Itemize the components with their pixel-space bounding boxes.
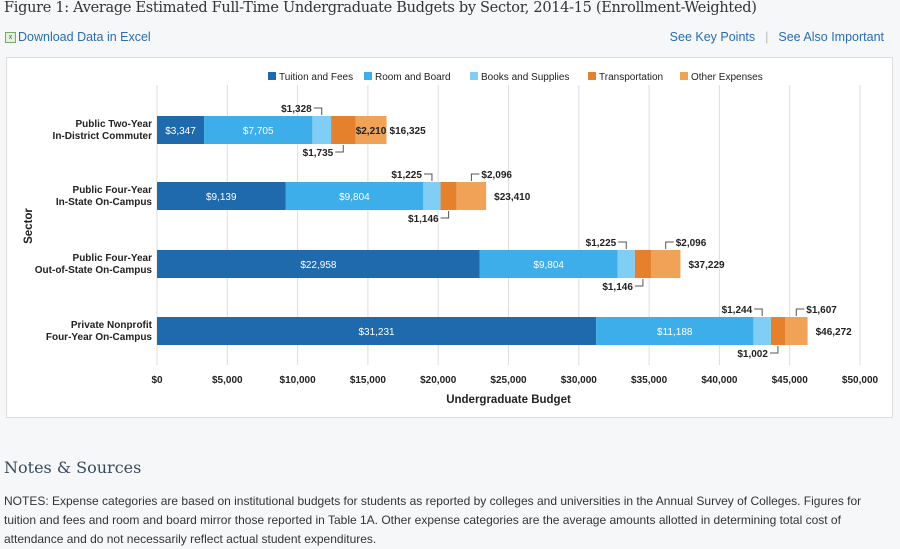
x-tick-label: $40,000 — [701, 375, 738, 386]
see-key-points-link[interactable]: See Key Points — [669, 30, 756, 44]
legend-label: Tuition and Fees — [279, 72, 353, 83]
x-tick-label: $50,000 — [842, 375, 879, 386]
notes-heading: Notes & Sources — [4, 458, 142, 477]
notes-text: NOTES: Expense categories are based on i… — [4, 494, 862, 546]
bar-segment — [617, 250, 635, 278]
data-label: $22,958 — [300, 260, 337, 271]
bar-segment — [285, 182, 424, 210]
x-tick-label: $35,000 — [631, 375, 668, 386]
data-label: $9,804 — [339, 192, 370, 203]
legend-swatch — [680, 72, 688, 80]
figure-title: Figure 1: Average Estimated Full-Time Un… — [4, 0, 757, 16]
bar-segment — [753, 317, 771, 345]
x-axis-title: Undergraduate Budget — [446, 394, 571, 406]
callout-line — [470, 173, 480, 181]
x-tick-label: $25,000 — [490, 375, 527, 386]
legend-swatch — [470, 72, 478, 80]
download-label: Download Data in Excel — [18, 30, 151, 44]
category-label: Public Four-Year — [73, 253, 153, 264]
category-label: Public Two-Year — [76, 119, 153, 130]
data-label: $11,188 — [657, 327, 693, 338]
total-label: $16,325 — [390, 126, 427, 137]
data-label: $1,225 — [391, 170, 422, 181]
y-axis-title: Sector — [23, 208, 35, 244]
bar-segment — [157, 250, 480, 278]
legend-label: Books and Supplies — [481, 72, 569, 83]
category-label: Four-Year On-Campus — [46, 332, 153, 343]
category-label: Out-of-State On-Campus — [35, 265, 153, 276]
stacked-bar-chart: $0 $5,000 $10,000 $15,000 $20,000 $25,000 $30,… — [23, 72, 879, 406]
data-label: $1,328 — [281, 104, 312, 115]
callout-line — [665, 241, 674, 249]
bar-segment — [355, 116, 387, 144]
bar-segment — [204, 116, 313, 144]
bar-segment — [770, 317, 785, 345]
bar-segment — [157, 182, 286, 210]
total-label: $23,410 — [494, 192, 531, 203]
bar-segment — [331, 116, 356, 144]
total-label: $37,229 — [688, 260, 725, 271]
data-label: $1,146 — [408, 214, 439, 225]
bar-segment — [650, 250, 681, 278]
data-label: $1,607 — [806, 305, 837, 316]
callout-line — [335, 145, 344, 153]
bar-segment — [423, 182, 441, 210]
category-label: Public Four-Year — [73, 185, 153, 196]
callout-line — [618, 241, 627, 249]
bar-segment — [784, 317, 808, 345]
link-separator: | — [765, 30, 769, 44]
x-tick-label: $20,000 — [420, 375, 457, 386]
legend-label: Transportation — [599, 72, 663, 83]
data-label: $2,210 — [356, 126, 387, 137]
category-label: In-District Commuter — [53, 131, 153, 142]
bar-segment — [157, 317, 597, 345]
callout-line — [795, 308, 805, 316]
see-also-important-link[interactable]: See Also Important — [778, 30, 884, 44]
callout-line — [754, 308, 763, 316]
x-tick-label: $0 — [151, 375, 163, 386]
data-label: $3,347 — [165, 126, 196, 137]
legend-swatch — [268, 72, 276, 80]
callout-line — [440, 211, 450, 219]
callout-line — [423, 173, 433, 181]
bar-segment — [157, 116, 205, 144]
excel-file-icon: x — [5, 31, 16, 43]
data-label: $1,735 — [303, 148, 334, 159]
legend-swatch — [364, 72, 372, 80]
bar-segment — [312, 116, 332, 144]
data-label: $1,225 — [586, 238, 617, 249]
bar-segment — [596, 317, 754, 345]
bar-segment — [440, 182, 457, 210]
category-label: Private Nonprofit — [71, 320, 153, 331]
download-excel-link[interactable]: x Download Data in Excel — [5, 30, 151, 44]
data-label: $1,002 — [737, 349, 768, 360]
bar-segment — [634, 250, 651, 278]
bar-segment — [456, 182, 487, 210]
x-tick-label: $30,000 — [561, 375, 598, 386]
x-tick-label: $45,000 — [772, 375, 809, 386]
data-label: $9,804 — [533, 260, 564, 271]
data-label: $1,146 — [602, 282, 633, 293]
bar-segment — [479, 250, 618, 278]
x-tick-label: $15,000 — [350, 375, 387, 386]
callout-line — [769, 346, 779, 354]
category-label: In-State On-Campus — [56, 197, 153, 208]
data-label: $7,705 — [243, 126, 274, 137]
data-label: $2,096 — [481, 170, 512, 181]
callout-line — [634, 279, 644, 287]
callout-line — [313, 107, 323, 115]
x-tick-label: $10,000 — [280, 375, 317, 386]
total-label: $46,272 — [816, 327, 853, 338]
data-label: $9,139 — [206, 192, 237, 203]
legend-label: Other Expenses — [691, 72, 763, 83]
data-label: $1,244 — [722, 305, 753, 316]
x-tick-label: $5,000 — [212, 375, 243, 386]
data-label: $31,231 — [358, 327, 395, 338]
legend-label: Room and Board — [375, 72, 451, 83]
chart-container: $0 $5,000 $10,000 $15,000 $20,000 $25,000 $30,… — [6, 57, 893, 418]
legend-swatch — [588, 72, 596, 80]
data-label: $2,096 — [676, 238, 707, 249]
